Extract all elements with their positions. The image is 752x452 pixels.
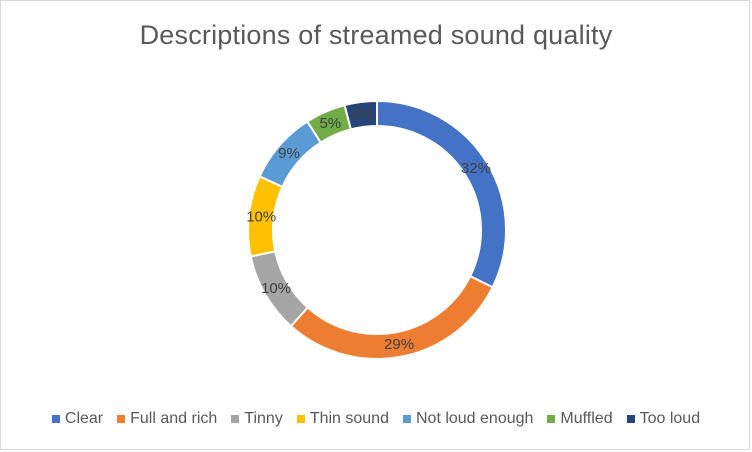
data-label-too-loud: 4% bbox=[351, 106, 373, 123]
legend-swatch bbox=[117, 415, 126, 423]
legend-swatch bbox=[51, 415, 60, 423]
legend-item-too-loud: Too loud bbox=[626, 410, 701, 428]
data-label-tinny: 10% bbox=[261, 280, 291, 297]
slice-clear bbox=[376, 99, 507, 289]
legend-swatch bbox=[402, 415, 411, 423]
legend-label: Not loud enough bbox=[415, 410, 534, 427]
legend-label: Thin sound bbox=[309, 410, 389, 427]
legend-label: Muffled bbox=[560, 410, 613, 427]
legend-item-not-loud-enough: Not loud enough bbox=[402, 410, 534, 428]
legend-item-clear: Clear bbox=[51, 410, 104, 428]
legend-label: Clear bbox=[64, 410, 104, 427]
data-label-muffled: 5% bbox=[319, 115, 341, 132]
chart-legend: Clear Full and rich Tinny Thin sound Not lou… bbox=[1, 410, 751, 428]
legend-swatch bbox=[547, 415, 556, 423]
data-label-full-and-rich: 29% bbox=[384, 336, 414, 353]
legend-item-muffled: Muffled bbox=[547, 410, 613, 428]
legend-swatch bbox=[626, 415, 635, 423]
slice-too-loud bbox=[343, 99, 378, 131]
data-label-not-loud-enough: 9% bbox=[278, 145, 300, 162]
legend-swatch bbox=[296, 415, 305, 423]
legend-swatch bbox=[231, 415, 240, 423]
data-label-clear: 32% bbox=[461, 160, 491, 177]
data-label-thin-sound: 10% bbox=[246, 209, 276, 226]
legend-item-thin-sound: Thin sound bbox=[296, 410, 389, 428]
legend-label: Too loud bbox=[639, 410, 701, 427]
legend-item-tinny: Tinny bbox=[231, 410, 283, 428]
legend-label: Tinny bbox=[244, 410, 283, 427]
legend-item-full-and-rich: Full and rich bbox=[117, 410, 217, 428]
chart-title: Descriptions of streamed sound quality bbox=[139, 20, 613, 50]
legend-label: Full and rich bbox=[130, 410, 218, 427]
